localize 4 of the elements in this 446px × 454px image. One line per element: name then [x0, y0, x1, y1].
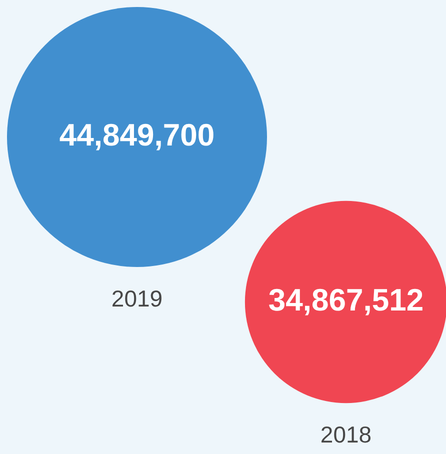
category-label: 2019 — [111, 285, 163, 312]
category-label: 2018 — [320, 421, 372, 448]
data-label: 44,849,700 — [59, 118, 215, 153]
data-label: 34,867,512 — [268, 282, 424, 318]
